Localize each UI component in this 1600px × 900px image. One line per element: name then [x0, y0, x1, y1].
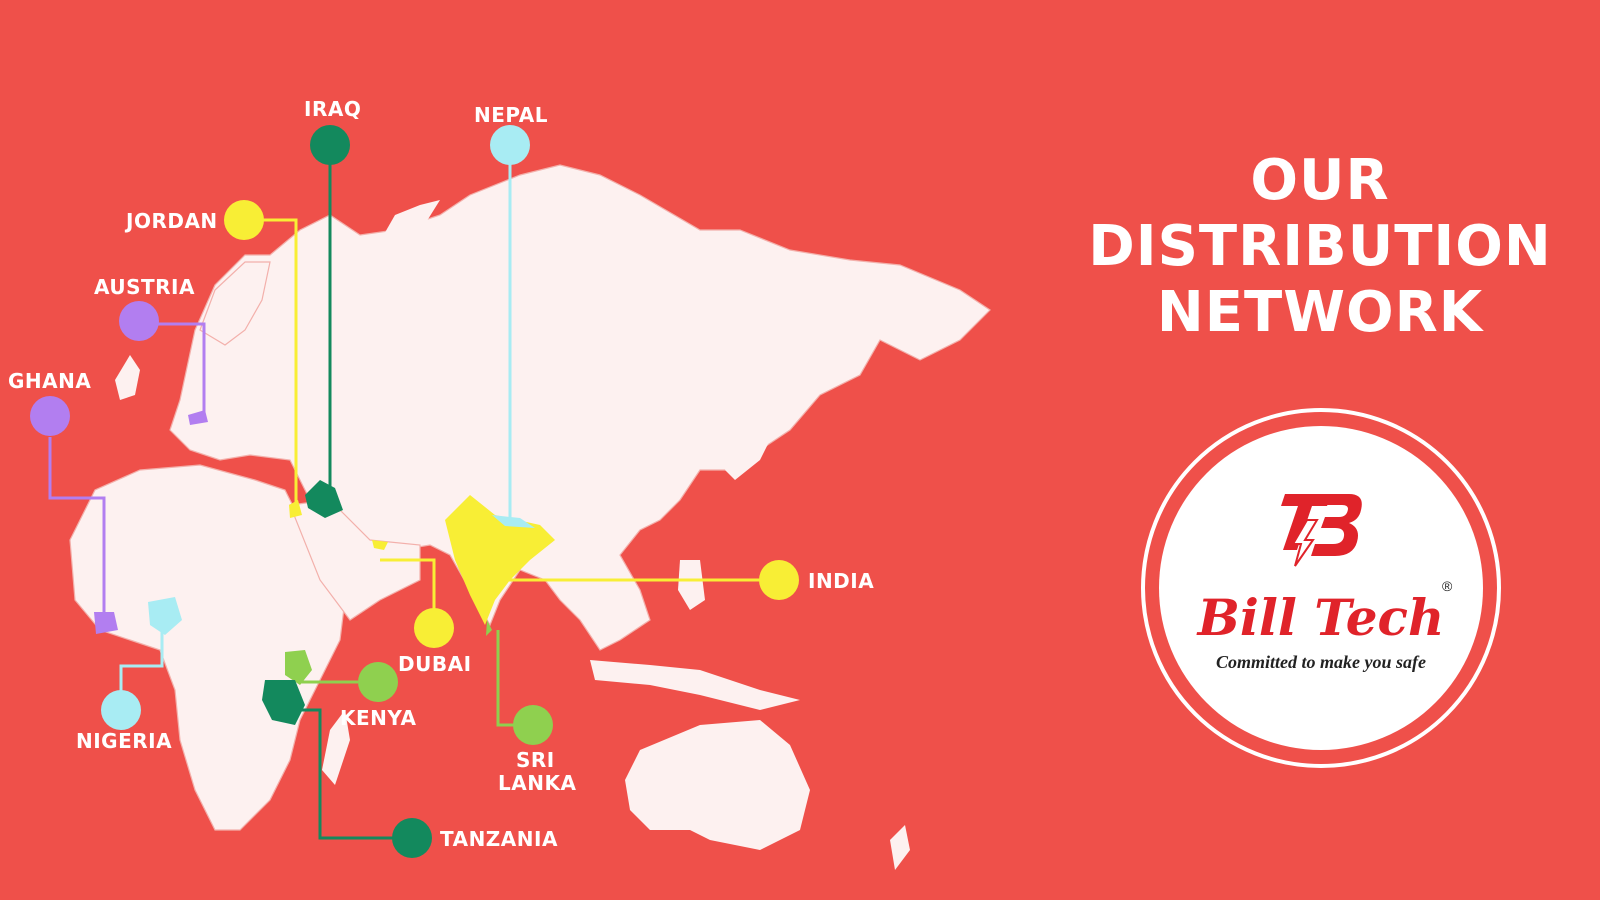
sri-lanka-marker[interactable] [513, 705, 553, 745]
africa-landmass [69, 464, 346, 831]
nepal-shape [492, 515, 535, 528]
madagascar [322, 710, 350, 785]
japan [725, 395, 780, 480]
nigeria-connector [119, 620, 164, 705]
uk [115, 355, 140, 400]
austria-connector [158, 322, 206, 415]
india-label: INDIA [808, 569, 875, 593]
tb-monogram-icon [1281, 494, 1362, 567]
iraq-marker[interactable] [310, 125, 350, 165]
nepal-marker[interactable] [490, 125, 530, 165]
sri-lanka-label-line2: LANKA [498, 771, 577, 795]
dubai-connector [380, 558, 436, 615]
ghana-connector [48, 437, 106, 620]
jordan-connector [262, 218, 298, 505]
jordan-label: JORDAN [126, 209, 218, 233]
nigeria-shape [148, 597, 182, 635]
nigeria-marker[interactable] [101, 690, 141, 730]
kenya-marker[interactable] [358, 662, 398, 702]
new-zealand [890, 825, 910, 870]
jordan-marker[interactable] [224, 200, 264, 240]
jordan-shape [289, 500, 302, 518]
austria-label: AUSTRIA [94, 275, 195, 299]
iraq-label: IRAQ [304, 97, 362, 121]
dubai-marker[interactable] [414, 608, 454, 648]
india-marker[interactable] [759, 560, 799, 600]
tanzania-shape [262, 680, 305, 725]
title-line-3: NETWORK [1156, 280, 1484, 345]
austria-marker[interactable] [119, 301, 159, 341]
kenya-shape [285, 650, 312, 685]
tanzania-marker[interactable] [392, 818, 432, 858]
philippines [678, 560, 705, 610]
kenya-label: KENYA [340, 706, 417, 730]
arctic-islands [375, 200, 440, 265]
tanzania-label: TANZANIA [440, 827, 558, 851]
scandinavia [199, 261, 271, 346]
brand-name: Bill Tech [1197, 588, 1445, 647]
iraq-shape [305, 480, 343, 518]
australia [625, 720, 810, 850]
sri-lanka-connector [496, 630, 514, 727]
ghana-marker[interactable] [30, 396, 70, 436]
nigeria-label: NIGERIA [76, 729, 173, 753]
arabia [289, 499, 421, 621]
brand-logo-disc: Bill Tech ® Committed to make you safe [1159, 426, 1483, 750]
title-line-1: OUR [1250, 148, 1390, 213]
brand-tagline: Committed to make you safe [1216, 652, 1426, 672]
tanzania-connector [285, 708, 394, 840]
sri-lanka-shape [486, 620, 492, 636]
nepal-label: NEPAL [474, 103, 548, 127]
registered-mark: ® [1442, 578, 1453, 594]
indonesia [590, 660, 800, 710]
dubai-shape [372, 540, 388, 550]
dubai-label: DUBAI [398, 652, 472, 676]
page-title: OUR DISTRIBUTION NETWORK [1070, 148, 1570, 346]
ghana-shape [94, 612, 118, 634]
ghana-label: GHANA [8, 369, 92, 393]
brand-logo-badge: Bill Tech ® Committed to make you safe [1141, 408, 1501, 768]
title-line-2: DISTRIBUTION [1088, 214, 1552, 279]
sri-lanka-label-line1: SRI [516, 748, 555, 772]
